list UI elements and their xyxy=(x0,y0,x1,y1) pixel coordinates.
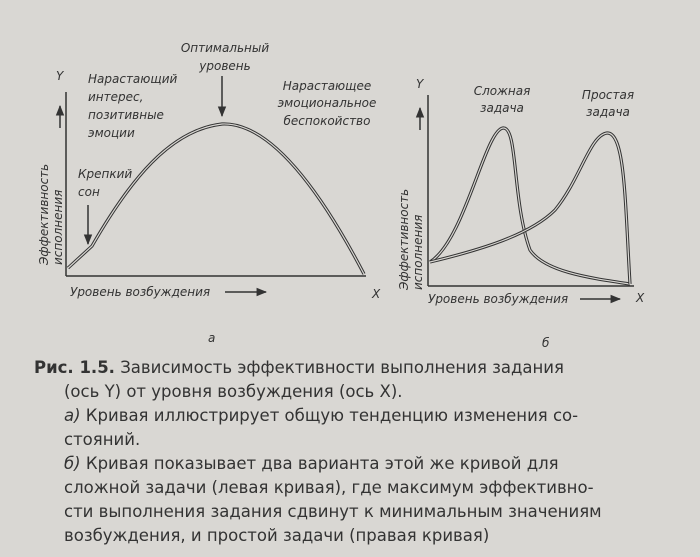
annotation: Нарастающее xyxy=(283,79,371,93)
figure-number: Рис. 1.5. xyxy=(34,358,115,377)
caption: Рис. 1.5. Зависимость эффективности выпо… xyxy=(34,358,602,545)
sublabel: а xyxy=(208,331,215,345)
annotation: Простая xyxy=(582,88,634,102)
y-axis-label: Y xyxy=(416,77,425,91)
x-label: Уровень возбуждения xyxy=(70,285,210,299)
panel-a: Y X Эффективность исполнения Уровень воз… xyxy=(37,41,381,345)
caption-line: а) Кривая иллюстрирует общую тенденцию и… xyxy=(64,406,578,425)
x-axis-label: X xyxy=(371,287,381,301)
annotation: эмоциональное xyxy=(278,96,377,110)
curve-inner xyxy=(67,123,365,275)
y-label-line: Эффективность xyxy=(397,189,411,291)
caption-text: Кривая иллюстрирует общую тенденцию изме… xyxy=(81,406,579,425)
caption-text: Зависимость эффективности выполнения зад… xyxy=(115,358,564,377)
annotation: беспокойство xyxy=(284,114,371,128)
caption-line: Рис. 1.5. Зависимость эффективности выпо… xyxy=(34,358,564,377)
curve-inner xyxy=(429,132,631,285)
annotation: Сложная xyxy=(474,84,531,98)
annotation: Нарастающий xyxy=(88,72,177,86)
x-axis-label: X xyxy=(635,291,645,305)
y-label-line: исполнения xyxy=(51,190,65,265)
caption-line: возбуждения, и простой задачи (правая кр… xyxy=(64,526,489,545)
panel-b: Y X Эффективность исполнения Уровень воз… xyxy=(397,77,645,350)
annotation: Крепкий xyxy=(78,167,132,181)
caption-line: (ось Y) от уровня возбуждения (ось X). xyxy=(64,382,403,401)
sublabel: б xyxy=(542,336,550,350)
caption-line: б) Кривая показывает два варианта этой ж… xyxy=(64,454,559,473)
annotation: сон xyxy=(78,185,100,199)
annotation: уровень xyxy=(198,59,250,73)
annotation: интерес, xyxy=(88,90,143,104)
marker: а) xyxy=(64,406,81,425)
y-axis-label: Y xyxy=(56,69,65,83)
annotation: эмоции xyxy=(88,126,135,140)
marker: б) xyxy=(64,454,81,473)
caption-line: сти выполнения задания сдвинут к минимал… xyxy=(64,502,602,521)
annotation: позитивные xyxy=(88,108,164,122)
y-label-line: Эффективность xyxy=(37,164,51,266)
caption-text: Кривая показывает два варианта этой же к… xyxy=(81,454,559,473)
y-label: Эффективность исполнения xyxy=(397,189,425,291)
annotation: задача xyxy=(480,101,524,115)
y-label: Эффективность исполнения xyxy=(37,164,65,266)
caption-line: сложной задачи (левая кривая), где макси… xyxy=(64,478,594,497)
y-label-line: исполнения xyxy=(411,215,425,290)
curve-inner xyxy=(429,127,631,285)
caption-line: стояний. xyxy=(64,430,140,449)
x-label: Уровень возбуждения xyxy=(428,292,568,306)
annotation: Оптимальный xyxy=(181,41,270,55)
annotation: задача xyxy=(586,105,630,119)
